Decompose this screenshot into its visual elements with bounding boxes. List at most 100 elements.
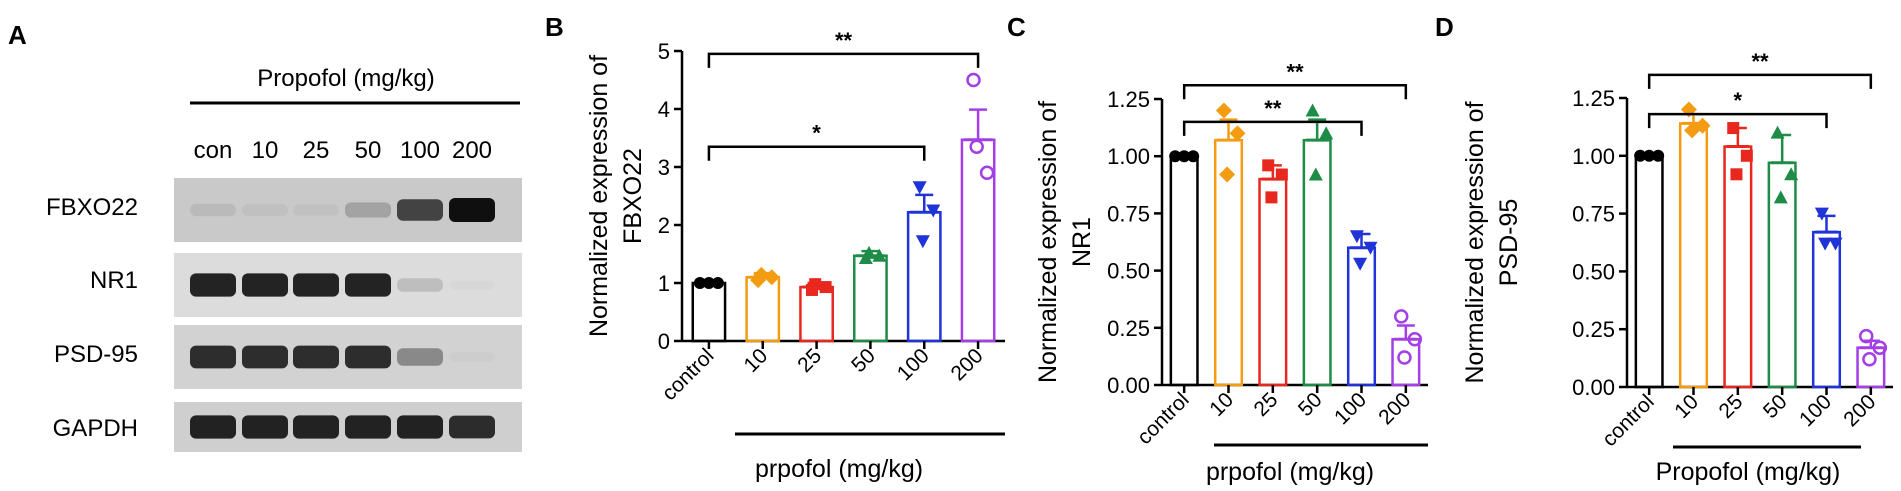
x-tick-label: 25 bbox=[1715, 390, 1748, 423]
data-point bbox=[1319, 126, 1334, 140]
data-point bbox=[1219, 166, 1236, 183]
bar bbox=[1346, 246, 1377, 387]
x-tick-label: 50 bbox=[1294, 388, 1327, 421]
bar bbox=[960, 138, 996, 343]
blot-band bbox=[397, 278, 443, 292]
y-axis-label: Normalized expression of bbox=[1461, 101, 1489, 383]
data-point bbox=[1770, 125, 1785, 139]
blot-row-label: GAPDH bbox=[53, 415, 138, 442]
blot-band bbox=[397, 348, 443, 366]
x-tick-label: 10 bbox=[1205, 388, 1238, 421]
y-tick-label: 1.25 bbox=[1572, 86, 1615, 111]
x-tick-label: 10 bbox=[1670, 390, 1703, 423]
blot-band bbox=[293, 345, 339, 369]
data-point bbox=[693, 277, 706, 289]
y-tick-label: 1.00 bbox=[1572, 144, 1615, 169]
data-point bbox=[1305, 103, 1320, 117]
y-tick-label: 0.00 bbox=[1107, 373, 1150, 398]
blot-title: Propofol (mg/kg) bbox=[257, 65, 434, 92]
y-tick-label: 0.50 bbox=[1572, 259, 1615, 284]
lane-label: 50 bbox=[355, 137, 382, 164]
y-tick-label: 0.75 bbox=[1572, 202, 1615, 227]
panel-label-d: D bbox=[1435, 12, 1454, 42]
y-tick-label: 4 bbox=[658, 97, 670, 122]
blot-band bbox=[242, 345, 288, 369]
data-point bbox=[753, 266, 770, 283]
data-point bbox=[702, 277, 715, 289]
x-tick-label: 25 bbox=[793, 344, 826, 377]
y-tick-label: 2 bbox=[658, 213, 670, 238]
y-tick-label: 1.00 bbox=[1107, 144, 1150, 169]
y-axis-label-line2: NR1 bbox=[1068, 217, 1096, 267]
data-point bbox=[1229, 125, 1246, 142]
blot-band bbox=[449, 198, 495, 222]
chart-nr1: 0.00 0.25 0.50 0.75 1.00 1.25 Normalized expre… bbox=[1034, 59, 1428, 486]
data-point bbox=[1684, 122, 1701, 139]
blot-band bbox=[242, 273, 288, 297]
y-tick-label: 0.00 bbox=[1572, 375, 1615, 400]
data-point bbox=[862, 245, 877, 259]
y-axis-label-line2: FBXO22 bbox=[619, 148, 647, 244]
x-tick-label: 10 bbox=[740, 344, 773, 377]
data-point bbox=[1784, 167, 1799, 181]
bar bbox=[1169, 154, 1199, 387]
significance-label: ** bbox=[835, 28, 853, 53]
blot-band bbox=[449, 280, 495, 290]
data-point bbox=[1814, 207, 1829, 221]
data-point bbox=[1652, 149, 1665, 162]
lane-label: 100 bbox=[400, 137, 440, 164]
bar bbox=[906, 210, 942, 343]
bar bbox=[1811, 230, 1842, 389]
lane-label: 200 bbox=[452, 137, 492, 164]
y-tick-label: 0.75 bbox=[1107, 201, 1150, 226]
significance-bracket bbox=[707, 52, 980, 68]
bar bbox=[1258, 177, 1288, 387]
bar bbox=[853, 254, 888, 343]
blot-band bbox=[345, 345, 391, 369]
bar bbox=[1634, 154, 1664, 389]
blot-band bbox=[190, 345, 236, 369]
x-tick-label: 200 bbox=[947, 344, 988, 385]
data-point bbox=[912, 181, 927, 195]
data-point bbox=[1187, 150, 1200, 163]
data-point bbox=[711, 277, 724, 289]
blot-band bbox=[242, 204, 288, 216]
data-point bbox=[1169, 150, 1182, 163]
y-axis-label: Normalized expression of bbox=[1034, 101, 1062, 383]
significance-label: ** bbox=[1751, 49, 1769, 74]
western-blot-panel: Propofol (mg/kg) con 10 25 50 100 200 FBXO22 N… bbox=[46, 65, 522, 452]
bar bbox=[691, 281, 727, 343]
data-point bbox=[979, 165, 995, 181]
bar bbox=[1723, 145, 1753, 389]
data-point bbox=[1308, 167, 1323, 181]
y-tick-label: 0.25 bbox=[1572, 317, 1615, 342]
data-point bbox=[1393, 309, 1409, 324]
blot-band bbox=[449, 415, 495, 439]
y-tick-label: 5 bbox=[658, 39, 670, 64]
data-point bbox=[966, 72, 981, 88]
blot-band bbox=[190, 415, 236, 439]
data-point bbox=[1818, 237, 1833, 251]
blot-band bbox=[293, 415, 339, 439]
data-point bbox=[1727, 122, 1740, 135]
data-point bbox=[969, 139, 984, 154]
blot-band bbox=[397, 199, 443, 221]
data-point bbox=[1178, 150, 1191, 163]
y-tick-label: 0.25 bbox=[1107, 316, 1150, 341]
data-point bbox=[819, 281, 832, 294]
data-point bbox=[1862, 352, 1877, 367]
y-tick-label: 0.50 bbox=[1107, 259, 1150, 284]
blot-band bbox=[345, 202, 391, 218]
data-point bbox=[763, 269, 780, 286]
y-tick-label: 1.25 bbox=[1107, 87, 1150, 112]
data-point bbox=[1643, 149, 1656, 162]
blot-band bbox=[449, 352, 495, 362]
blot-row-label: PSD-95 bbox=[54, 341, 138, 368]
blot-row-label: FBXO22 bbox=[46, 194, 138, 221]
blot-band bbox=[397, 415, 443, 439]
data-point bbox=[1407, 331, 1423, 347]
y-tick-label: 1 bbox=[658, 271, 670, 296]
lane-label: 25 bbox=[303, 137, 330, 164]
